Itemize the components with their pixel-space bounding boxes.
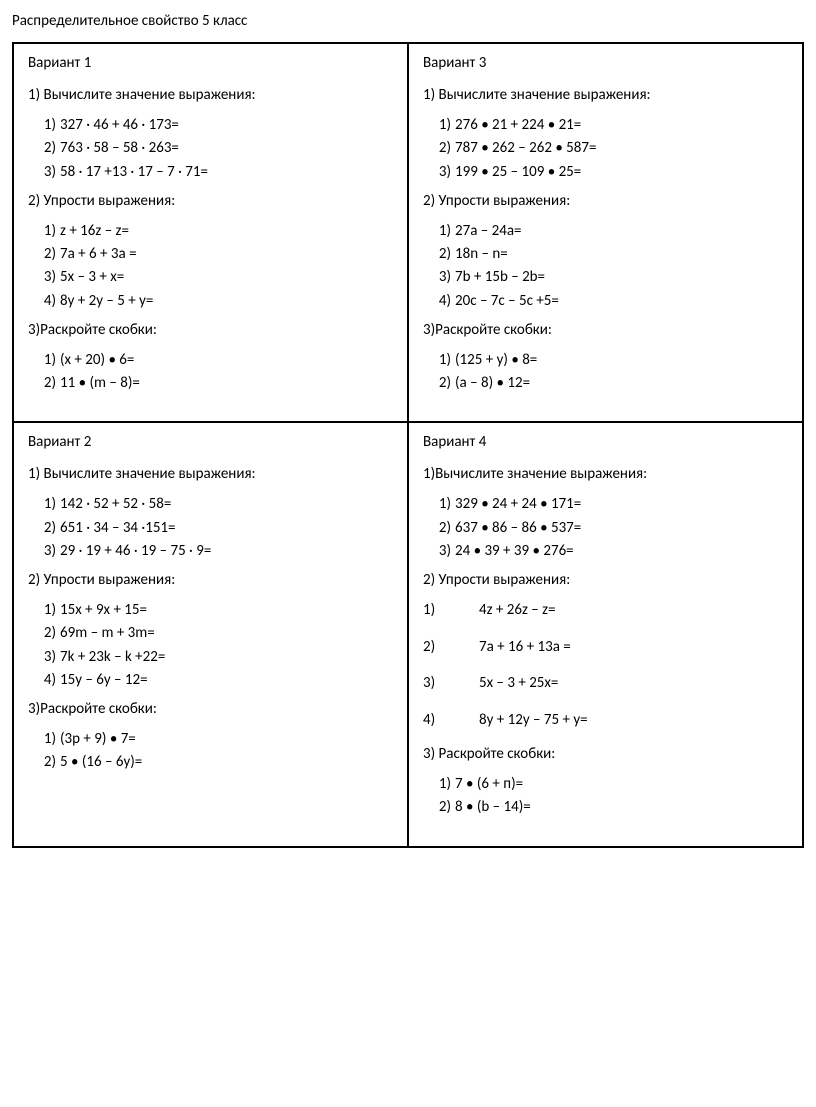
- list-item: 29 · 19 + 46 · 19 – 75 · 9=: [60, 540, 393, 563]
- v2-section-2-label: 2) Упрости выражения:: [28, 571, 393, 589]
- v2-section-3-list: (3р + 9) • 7= 5 • (16 – 6у)=: [28, 728, 393, 775]
- list-item: 142 · 52 + 52 · 58=: [60, 493, 393, 516]
- list-item: 329 • 24 + 24 • 171=: [455, 493, 788, 516]
- worksheet-grid: Вариант 1 1) Вычислите значение выражени…: [12, 42, 804, 848]
- list-item: 787 • 262 – 262 • 587=: [455, 137, 788, 160]
- variant-4-title: Вариант 4: [423, 433, 788, 451]
- v2-section-1-label: 1) Вычислите значение выражения:: [28, 465, 393, 483]
- v1-section-2-label: 2) Упрости выражения:: [28, 192, 393, 210]
- variant-4-cell: Вариант 4 1)Вычислите значение выражения…: [408, 422, 803, 846]
- list-item: 11 • (m – 8)=: [60, 372, 393, 395]
- list-item: 69m – m + 3m=: [60, 622, 393, 645]
- variant-1-cell: Вариант 1 1) Вычислите значение выражени…: [13, 43, 408, 422]
- list-item: 637 • 86 – 86 • 537=: [455, 517, 788, 540]
- variant-2-title: Вариант 2: [28, 433, 393, 451]
- variant-1-title: Вариант 1: [28, 54, 393, 72]
- variant-3-title: Вариант 3: [423, 54, 788, 72]
- list-item: z + 16z – z=: [60, 220, 393, 243]
- list-item: (х + 20) • 6=: [60, 349, 393, 372]
- v2-section-1-list: 142 · 52 + 52 · 58= 651 · 34 – 34 ·151= …: [28, 493, 393, 563]
- v4-section-2-label: 2) Упрости выражения:: [423, 571, 788, 589]
- list-item: 5х – 3 + х=: [60, 266, 393, 289]
- list-item: 24 • 39 + 39 • 276=: [455, 540, 788, 563]
- list-item: 3)5х – 3 + 25х=: [423, 672, 788, 695]
- v3-section-1-label: 1) Вычислите значение выражения:: [423, 86, 788, 104]
- list-item: 327 · 46 + 46 · 173=: [60, 114, 393, 137]
- list-item: 20c – 7c – 5c +5=: [455, 290, 788, 313]
- list-item: 763 · 58 – 58 · 263=: [60, 137, 393, 160]
- v3-section-2-list: 27а – 24а= 18n – n= 7b + 15b – 2b= 20c –…: [423, 220, 788, 313]
- list-item: 1)4z + 26z – z=: [423, 599, 788, 622]
- list-item: 15x + 9x + 15=: [60, 599, 393, 622]
- list-item: 5 • (16 – 6у)=: [60, 751, 393, 774]
- v1-section-2-list: z + 16z – z= 7а + 6 + 3а = 5х – 3 + х= 8…: [28, 220, 393, 313]
- list-item: 4)8у + 12y – 75 + y=: [423, 709, 788, 732]
- page-title: Распределительное свойство 5 класс: [0, 12, 816, 30]
- list-item: 15y – 6y – 12=: [60, 669, 393, 692]
- v2-section-3-label: 3)Раскройте скобки:: [28, 700, 393, 718]
- list-item: 276 • 21 + 224 • 21=: [455, 114, 788, 137]
- list-item: 651 · 34 – 34 ·151=: [60, 517, 393, 540]
- v4-section-3-label: 3) Раскройте скобки:: [423, 745, 788, 763]
- v3-section-3-list: (125 + у) • 8= (а – 8) • 12=: [423, 349, 788, 396]
- list-item: 7а + 6 + 3а =: [60, 243, 393, 266]
- list-item: 7k + 23k – k +22=: [60, 646, 393, 669]
- v4-section-1-label: 1)Вычислите значение выражения:: [423, 465, 788, 483]
- list-item: 7 • (6 + п)=: [455, 773, 788, 796]
- list-item: (а – 8) • 12=: [455, 372, 788, 395]
- v4-section-2-list: 1)4z + 26z – z= 2)7а + 16 + 13а = 3)5х –…: [423, 599, 788, 731]
- list-item: 7b + 15b – 2b=: [455, 266, 788, 289]
- list-item: 27а – 24а=: [455, 220, 788, 243]
- list-item: (3р + 9) • 7=: [60, 728, 393, 751]
- v2-section-2-list: 15x + 9x + 15= 69m – m + 3m= 7k + 23k – …: [28, 599, 393, 692]
- list-item: 18n – n=: [455, 243, 788, 266]
- v4-section-3-list: 7 • (6 + п)= 8 • (b – 14)=: [423, 773, 788, 820]
- v3-section-3-label: 3)Раскройте скобки:: [423, 321, 788, 339]
- list-item: 2)7а + 16 + 13а =: [423, 636, 788, 659]
- v3-section-1-list: 276 • 21 + 224 • 21= 787 • 262 – 262 • 5…: [423, 114, 788, 184]
- v1-section-3-list: (х + 20) • 6= 11 • (m – 8)=: [28, 349, 393, 396]
- list-item: 58 · 17 +13 · 17 – 7 · 71=: [60, 161, 393, 184]
- v1-section-1-label: 1) Вычислите значение выражения:: [28, 86, 393, 104]
- v1-section-1-list: 327 · 46 + 46 · 173= 763 · 58 – 58 · 263…: [28, 114, 393, 184]
- variant-3-cell: Вариант 3 1) Вычислите значение выражени…: [408, 43, 803, 422]
- list-item: (125 + у) • 8=: [455, 349, 788, 372]
- variant-2-cell: Вариант 2 1) Вычислите значение выражени…: [13, 422, 408, 846]
- list-item: 8у + 2у – 5 + у=: [60, 290, 393, 313]
- v1-section-3-label: 3)Раскройте скобки:: [28, 321, 393, 339]
- list-item: 8 • (b – 14)=: [455, 796, 788, 819]
- list-item: 199 • 25 – 109 • 25=: [455, 161, 788, 184]
- v4-section-1-list: 329 • 24 + 24 • 171= 637 • 86 – 86 • 537…: [423, 493, 788, 563]
- v3-section-2-label: 2) Упрости выражения:: [423, 192, 788, 210]
